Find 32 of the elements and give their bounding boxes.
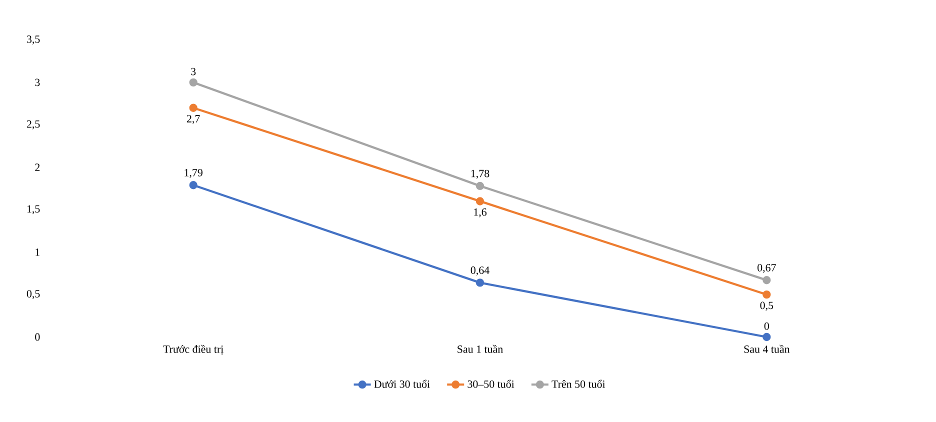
point xyxy=(762,276,771,284)
point xyxy=(189,181,198,190)
y-tick-label: 0 xyxy=(35,333,40,341)
data-label: 0,5 xyxy=(760,302,774,311)
point xyxy=(476,197,484,206)
point xyxy=(762,290,771,299)
point xyxy=(189,78,198,87)
data-label: 3 xyxy=(191,68,196,76)
point xyxy=(762,332,771,342)
data-label: 1,78 xyxy=(471,170,490,179)
y-tick-label: 1,5 xyxy=(27,205,40,214)
data-label: 0,67 xyxy=(758,264,776,273)
data-label: 1,6 xyxy=(474,208,487,218)
data-label: 1,79 xyxy=(184,168,202,178)
legend-label: Trên 50 tuổi xyxy=(552,380,606,388)
x-tick-label: Trước điều trị xyxy=(163,344,224,355)
y-tick-label: 0,5 xyxy=(26,290,40,300)
x-tick-label: Sau 1 tuần xyxy=(458,344,503,353)
data-label: 0,64 xyxy=(470,266,490,276)
y-tick-label: 2,5 xyxy=(26,120,40,130)
y-tick-label: 3 xyxy=(35,78,40,86)
point xyxy=(476,278,484,287)
data-label: 0 xyxy=(764,322,769,330)
y-tick-label: 3,5 xyxy=(27,36,40,44)
point xyxy=(476,182,484,190)
legend-label: 30–50 tuổi xyxy=(468,380,514,388)
y-tick-label: 2 xyxy=(35,164,40,171)
x-tick-label: Sau 4 tuần xyxy=(744,344,790,353)
data-label: 2,7 xyxy=(186,115,200,124)
point xyxy=(189,104,198,112)
legend-label: Dưới 30 tuổi xyxy=(374,380,430,388)
y-tick-label: 1 xyxy=(36,248,40,256)
